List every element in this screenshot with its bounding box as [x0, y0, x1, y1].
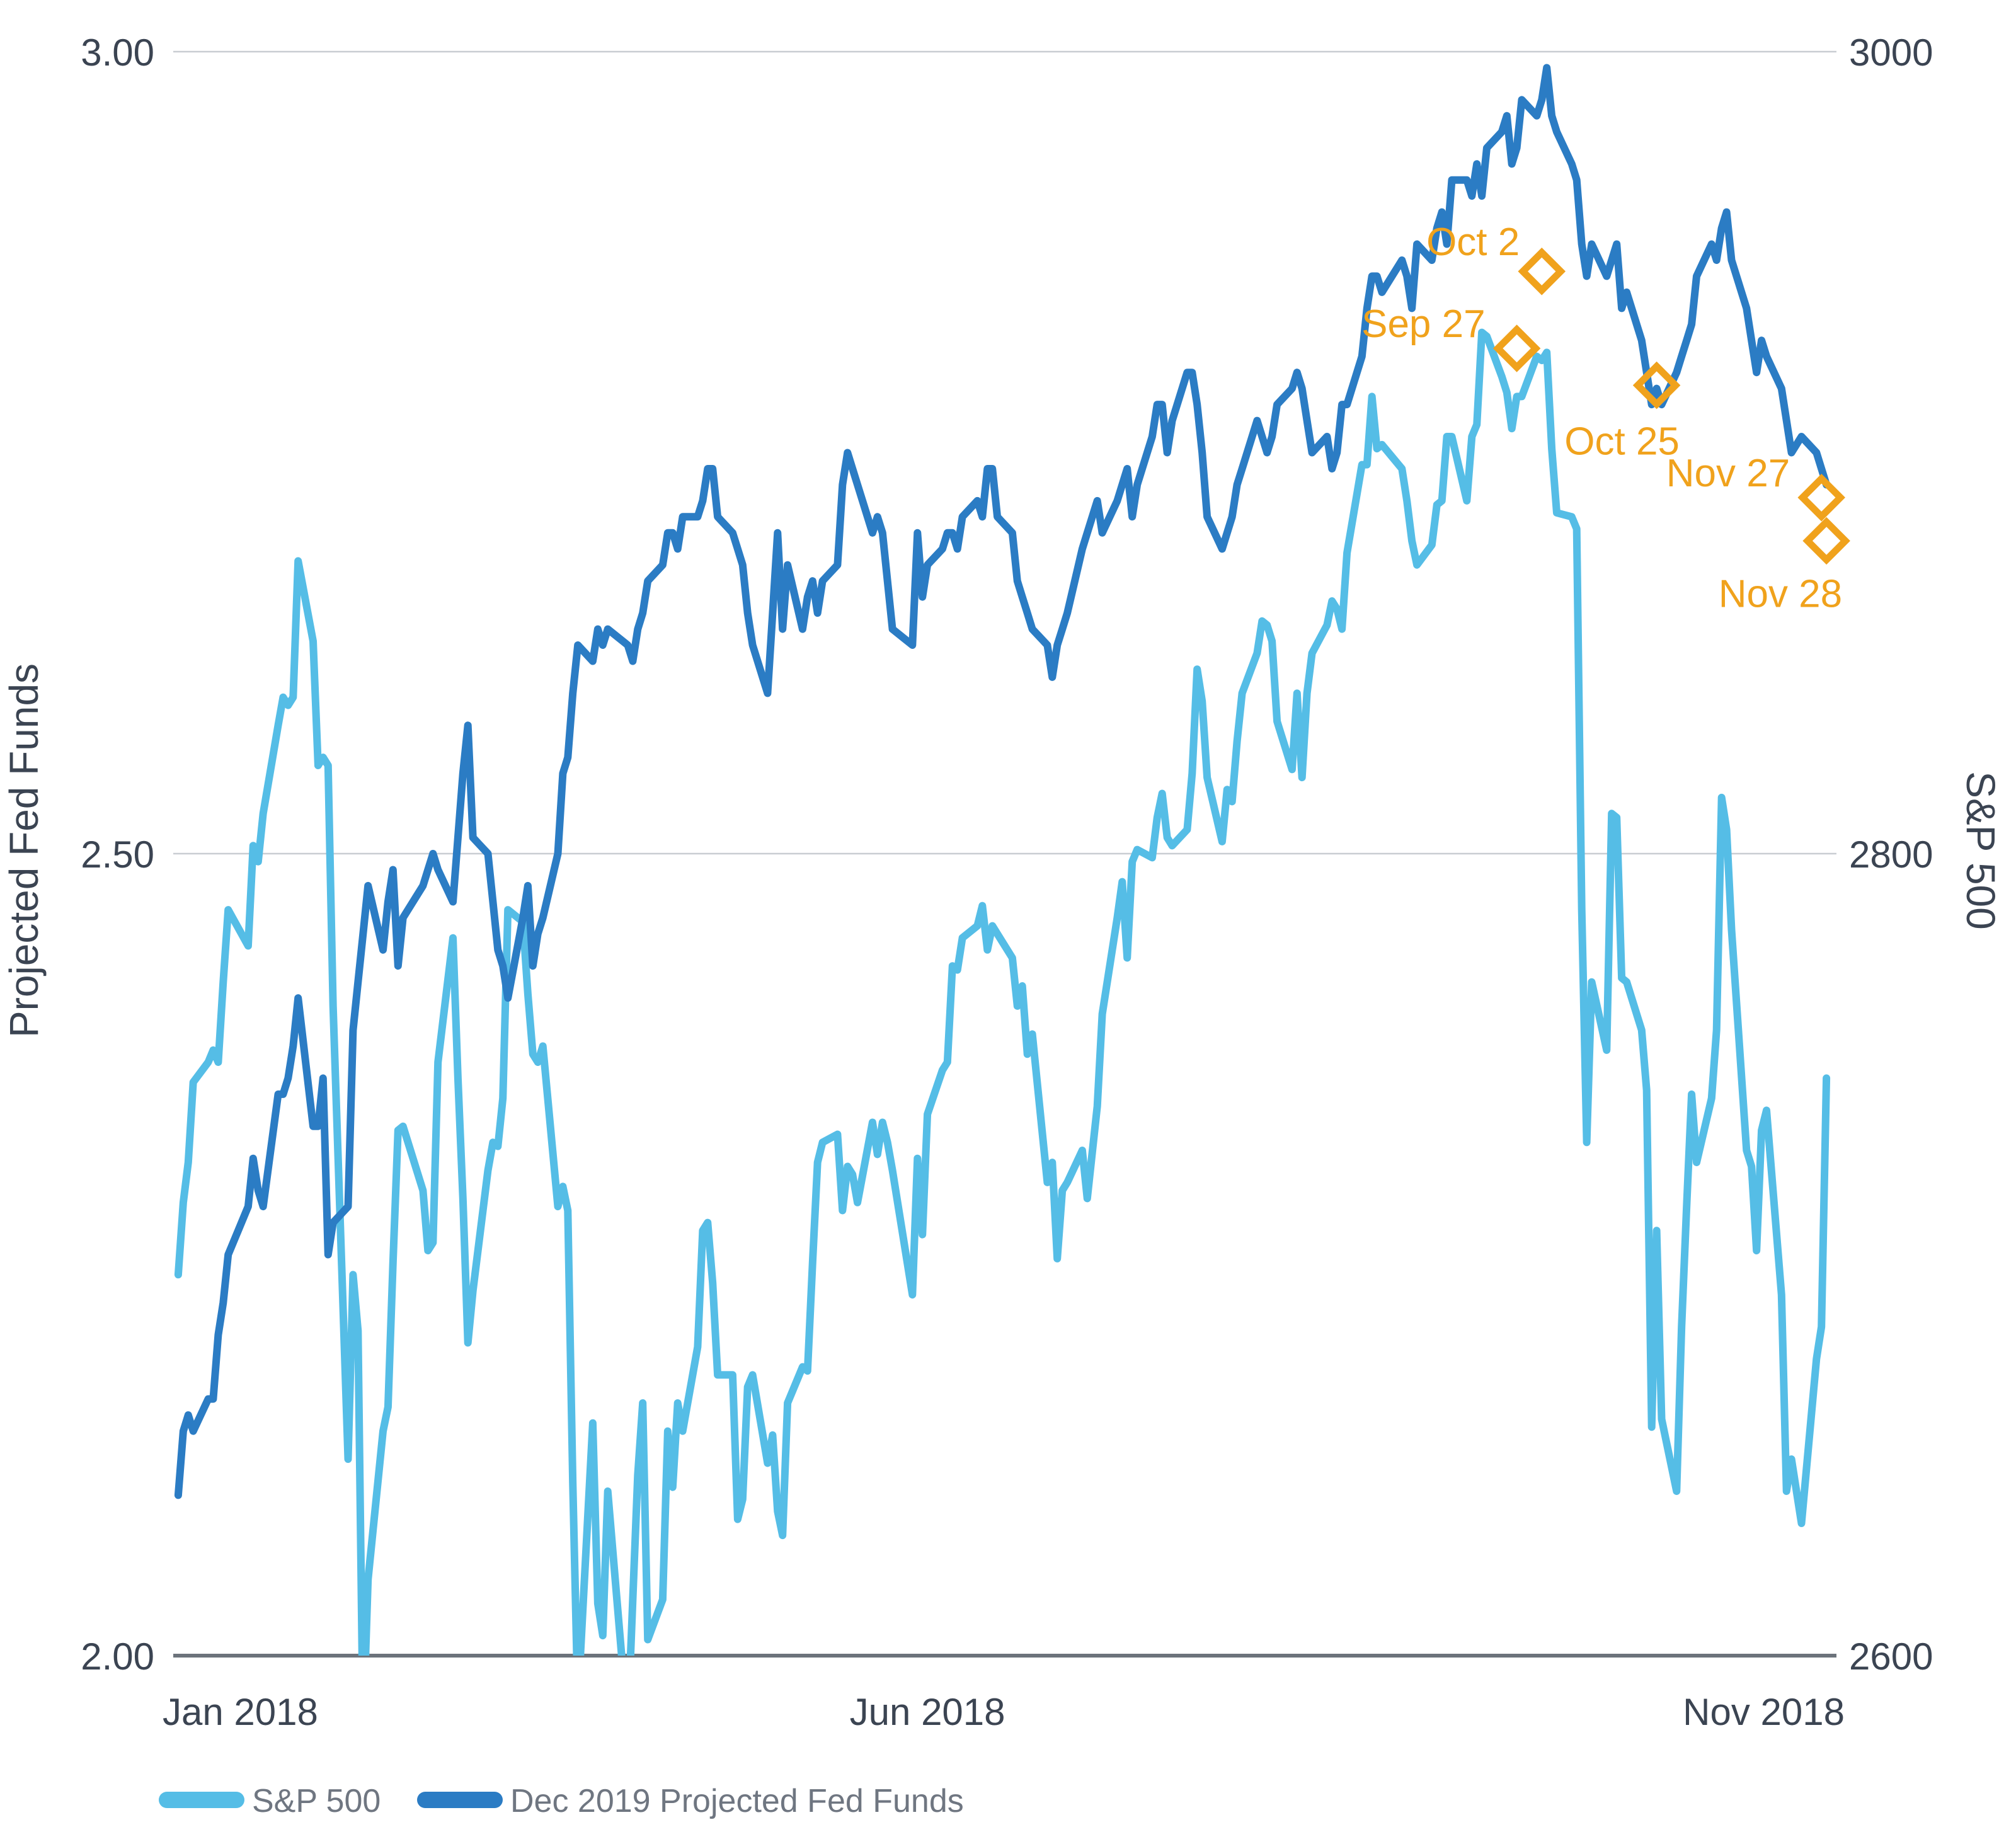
annotation-marker: [1518, 248, 1566, 295]
x-tick-label: Nov 2018: [1683, 1691, 1845, 1733]
annotation-marker: [1802, 517, 1850, 565]
annotation-marker: [1797, 474, 1845, 522]
annotation-label: Sep 27: [1361, 302, 1486, 346]
annotation-label: Oct 2: [1426, 220, 1520, 264]
right-tick-label: 2600: [1849, 1635, 1933, 1678]
left-tick-label: 3.00: [81, 31, 154, 74]
series-lines: [174, 64, 1831, 1656]
legend-label: S&P 500: [252, 1783, 381, 1819]
annotation-label: Nov 28: [1719, 573, 1842, 616]
series-line-sp500: [174, 328, 1831, 1656]
right-axis-ticks: 2600 2800 3000: [1849, 31, 1933, 1678]
series-line-fed-funds: [174, 64, 1831, 1499]
annotation-label: Nov 27: [1666, 452, 1790, 495]
legend-label: Dec 2019 Projected Fed Funds: [510, 1783, 964, 1819]
annotation-marker: [1492, 324, 1541, 372]
right-tick-label: 2800: [1849, 833, 1933, 876]
left-tick-label: 2.00: [81, 1635, 154, 1678]
grid-lines: [173, 50, 1836, 1658]
x-tick-label: Jan 2018: [163, 1691, 318, 1733]
legend: S&P 500 Dec 2019 Projected Fed Funds: [159, 1783, 964, 1819]
left-axis-ticks: 2.00 2.50 3.00: [81, 31, 154, 1678]
x-tick-label: Jun 2018: [850, 1691, 1005, 1733]
left-tick-label: 2.50: [81, 833, 154, 876]
left-axis-title: Projected Fed Funds: [1, 663, 47, 1038]
annotation-label: Oct 25: [1564, 420, 1680, 464]
annotation-marker: [1632, 361, 1681, 409]
x-axis-ticks: Jan 2018 Jun 2018 Nov 2018: [163, 1691, 1845, 1733]
right-axis-title: S&P 500: [1958, 771, 2003, 929]
right-tick-label: 3000: [1849, 31, 1933, 74]
